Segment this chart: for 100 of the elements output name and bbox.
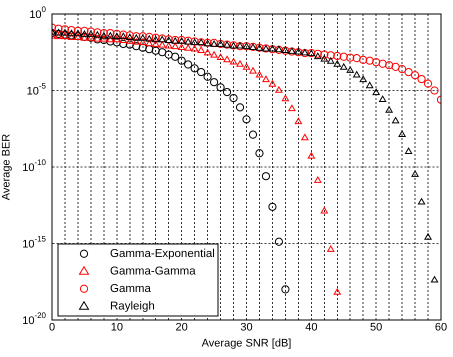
point [360, 76, 367, 82]
point [282, 94, 290, 102]
point [275, 86, 283, 93]
x-tick-label: 50 [370, 322, 382, 334]
point [54, 32, 62, 40]
point [281, 285, 290, 294]
point [294, 118, 302, 124]
point [184, 60, 192, 69]
point [172, 42, 179, 50]
point [106, 32, 114, 39]
point [138, 44, 147, 52]
point [119, 40, 128, 48]
x-tick-label: 40 [305, 322, 318, 334]
point [146, 40, 153, 46]
point [236, 103, 244, 112]
point [268, 80, 276, 87]
point [165, 42, 172, 48]
point [320, 207, 328, 214]
point [327, 57, 334, 64]
point [146, 35, 153, 42]
x-tick-label: 30 [240, 322, 253, 334]
point [288, 104, 296, 112]
point [301, 134, 308, 140]
point [256, 71, 264, 78]
point [132, 42, 140, 50]
x-axis-title: Average SNR [dB] [202, 337, 292, 350]
point [314, 52, 322, 60]
point [197, 68, 206, 76]
point [262, 172, 270, 180]
point [430, 276, 438, 282]
point [164, 50, 173, 59]
point [68, 30, 76, 36]
point [191, 45, 198, 52]
point [171, 52, 180, 61]
point [327, 245, 334, 252]
point [411, 170, 419, 177]
point [178, 56, 186, 65]
point [216, 54, 224, 60]
point [184, 44, 192, 51]
point [366, 82, 374, 88]
point [424, 233, 432, 240]
point [308, 152, 315, 159]
point [248, 130, 258, 139]
point [242, 63, 250, 70]
point [392, 117, 400, 124]
x-tick-label: 60 [434, 322, 448, 334]
point [242, 115, 251, 124]
legend-label: Rayleigh [110, 300, 155, 312]
point [113, 32, 120, 40]
point [80, 30, 88, 37]
point [87, 30, 95, 37]
point [120, 36, 127, 43]
point [236, 60, 244, 67]
point [229, 94, 238, 102]
point [158, 48, 166, 56]
point [198, 46, 205, 53]
point [222, 88, 232, 96]
point [210, 51, 218, 58]
point [268, 202, 277, 211]
point [204, 72, 212, 81]
point [334, 288, 341, 295]
point [230, 58, 238, 64]
point [106, 36, 114, 42]
point [204, 48, 212, 56]
point [126, 37, 134, 44]
point [178, 44, 186, 50]
point [386, 106, 393, 113]
point [274, 238, 284, 246]
point [404, 148, 412, 154]
point [54, 29, 62, 36]
point [223, 56, 231, 62]
point [145, 45, 154, 54]
point [74, 30, 82, 36]
point [106, 37, 114, 46]
point [314, 176, 322, 183]
point [210, 78, 218, 86]
point [54, 30, 63, 38]
x-tick-label: 10 [110, 322, 123, 334]
point [132, 38, 140, 45]
point [100, 32, 108, 39]
point [262, 76, 270, 82]
point [139, 38, 146, 46]
point [216, 83, 225, 92]
point [158, 41, 166, 48]
y-axis-title: Average BER [0, 134, 13, 200]
point [249, 67, 257, 74]
point [126, 34, 134, 40]
point [126, 40, 134, 49]
x-tick-label: 0 [48, 322, 56, 334]
point [398, 130, 406, 137]
point [320, 55, 328, 62]
point [334, 60, 341, 67]
point [100, 35, 108, 42]
point [68, 34, 76, 40]
point [340, 63, 348, 70]
point [255, 149, 264, 158]
point [190, 64, 199, 72]
legend-label: Gamma [110, 282, 152, 295]
point [379, 96, 386, 102]
point [61, 29, 69, 36]
